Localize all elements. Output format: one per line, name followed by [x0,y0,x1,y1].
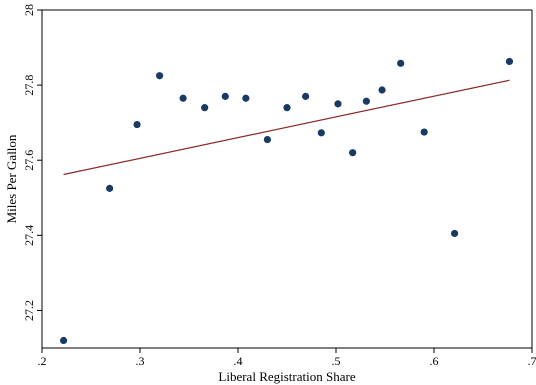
data-point [242,94,250,102]
data-point [334,100,342,108]
data-point [362,97,370,105]
x-tick-label: .6 [430,354,439,368]
x-tick-label: .7 [528,354,536,368]
plot-area [59,57,514,345]
data-point [450,229,459,238]
x-tick-label: .5 [332,354,341,368]
x-tick-label: .3 [136,354,145,368]
y-tick-label: 27.2 [22,300,36,321]
y-tick-label: 27.6 [22,150,36,171]
data-point [302,92,310,100]
data-point [283,104,291,112]
data-point [179,94,187,102]
data-point [59,336,68,345]
data-point [349,149,357,157]
data-point [317,129,325,137]
data-point [106,184,114,192]
data-point [133,120,141,129]
data-point [263,135,271,144]
data-point [397,59,405,67]
y-axis-title: Miles Per Gallon [4,134,19,223]
x-axis-title: Liberal Registration Share [218,369,355,384]
y-tick-label: 27.8 [22,75,36,96]
data-point [505,57,514,66]
axes: .2 .3 .4 .5 .6 .7 27.2 27.4 27.6 27.8 28 [22,4,536,368]
data-point [221,92,229,100]
data-point [378,86,386,94]
x-tick-label: .2 [38,354,47,368]
data-point [201,104,209,112]
data-point [156,72,164,80]
data-point [420,128,428,136]
x-tick-label: .4 [234,354,243,368]
fit-line [63,79,510,176]
y-tick-label: 28 [22,4,36,16]
y-tick-label: 27.4 [22,225,36,246]
